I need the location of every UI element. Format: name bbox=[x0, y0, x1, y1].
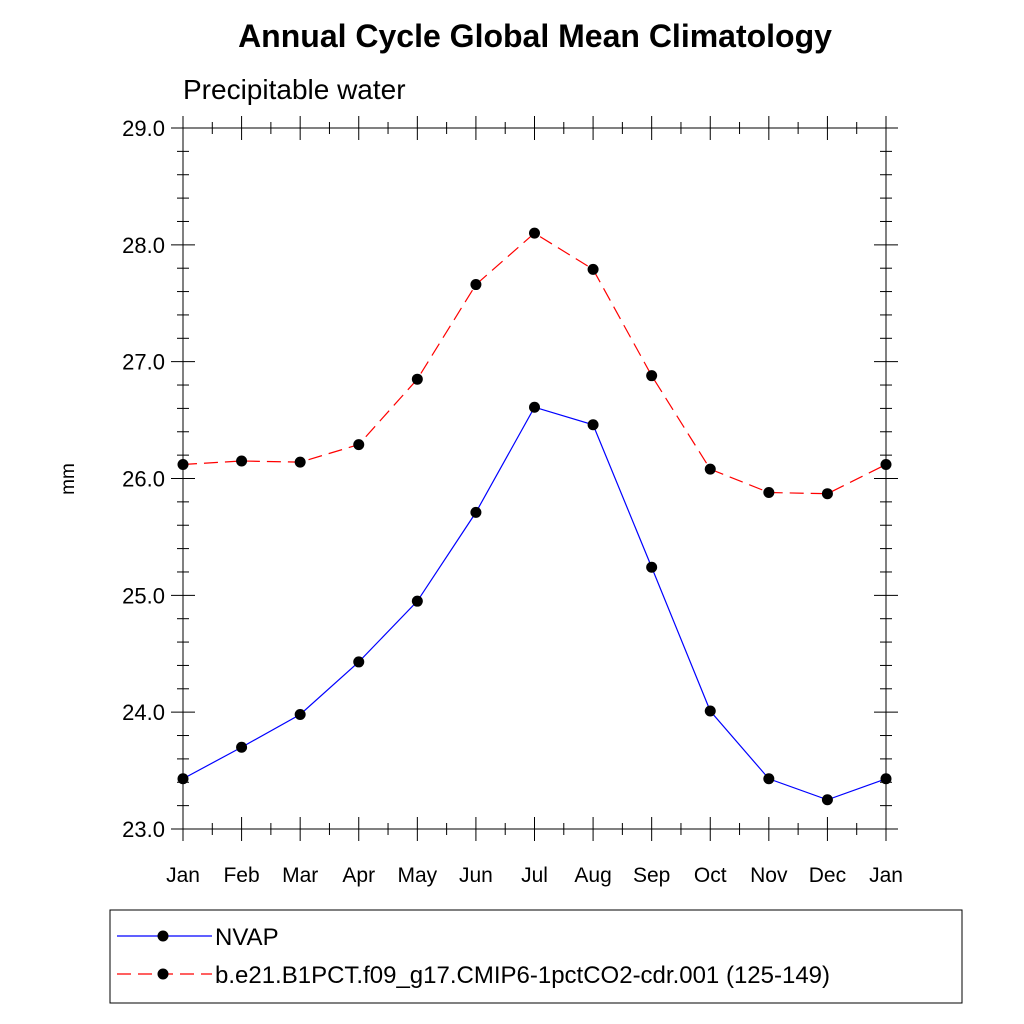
series-point-1 bbox=[411, 373, 423, 385]
x-tick-label: Oct bbox=[694, 864, 727, 887]
y-tick-label: 28.0 bbox=[122, 233, 165, 258]
y-tick-label: 23.0 bbox=[122, 817, 165, 842]
series-point-1 bbox=[704, 463, 716, 475]
series-line-0 bbox=[182, 406, 887, 801]
x-tick-label: Mar bbox=[282, 864, 318, 887]
y-tick-label: 25.0 bbox=[122, 583, 165, 608]
x-tick-label: Jan bbox=[166, 864, 200, 887]
x-tick-label: Jul bbox=[521, 864, 548, 887]
legend: NVAP b.e21.B1PCT.f09_g17.CMIP6-1pctCO2-cd… bbox=[109, 909, 963, 1004]
y-tick-label: 24.0 bbox=[122, 700, 165, 725]
series-point-1 bbox=[587, 263, 599, 275]
tick-labels: Jan Feb Mar Apr May Jun Jul Aug Sep Oct Nov Dec Jan2… bbox=[122, 116, 903, 887]
series-point-0 bbox=[587, 419, 599, 431]
series-point-0 bbox=[353, 656, 365, 668]
series-point-0 bbox=[470, 506, 482, 518]
series-point-0 bbox=[177, 773, 189, 785]
x-tick-label: Nov bbox=[750, 864, 788, 887]
series-point-1 bbox=[177, 458, 189, 470]
series-point-0 bbox=[763, 773, 775, 785]
x-tick-label: Jun bbox=[459, 864, 493, 887]
series-point-0 bbox=[646, 561, 658, 573]
y-tick-label: 29.0 bbox=[122, 116, 165, 141]
x-tick-label: Apr bbox=[342, 864, 375, 887]
chart-subtitle: Precipitable water bbox=[183, 74, 406, 105]
series-point-1 bbox=[529, 227, 540, 239]
x-tick-label: Feb bbox=[223, 864, 259, 887]
series-point-0 bbox=[236, 741, 248, 753]
series-point-1 bbox=[294, 456, 306, 468]
chart-title: Annual Cycle Global Mean Climatology bbox=[238, 18, 832, 54]
legend-marker-0 bbox=[157, 930, 169, 942]
legend-label-0: NVAP bbox=[215, 924, 279, 951]
series-point-0 bbox=[880, 773, 892, 785]
x-tick-label: Dec bbox=[809, 864, 846, 887]
series-point-1 bbox=[236, 455, 248, 467]
x-tick-label: Jan bbox=[869, 864, 903, 887]
series-point-1 bbox=[470, 279, 482, 291]
series-point-1 bbox=[821, 488, 833, 500]
series-point-0 bbox=[411, 595, 423, 607]
series-line-1 bbox=[182, 232, 887, 495]
legend-label-1: b.e21.B1PCT.f09_g17.CMIP6-1pctCO2-cdr.00… bbox=[215, 962, 830, 989]
axis-ticks bbox=[171, 116, 898, 841]
x-tick-label: Aug bbox=[574, 864, 611, 887]
y-tick-label: 26.0 bbox=[122, 467, 165, 492]
series-point-1 bbox=[880, 458, 892, 470]
series-point-1 bbox=[646, 370, 658, 382]
series-point-0 bbox=[294, 709, 306, 721]
series-points bbox=[177, 227, 892, 806]
series-lines bbox=[182, 232, 887, 801]
y-axis-label: mm bbox=[58, 463, 79, 495]
series-point-0 bbox=[529, 401, 540, 413]
legend-box bbox=[109, 909, 963, 1004]
x-tick-label: Sep bbox=[633, 864, 670, 887]
series-point-0 bbox=[821, 794, 833, 806]
series-point-1 bbox=[763, 487, 775, 499]
legend-marker-1 bbox=[157, 968, 169, 980]
y-tick-label: 27.0 bbox=[122, 350, 165, 375]
series-point-0 bbox=[704, 705, 716, 717]
series-point-1 bbox=[353, 439, 365, 451]
x-tick-label: May bbox=[397, 864, 437, 887]
